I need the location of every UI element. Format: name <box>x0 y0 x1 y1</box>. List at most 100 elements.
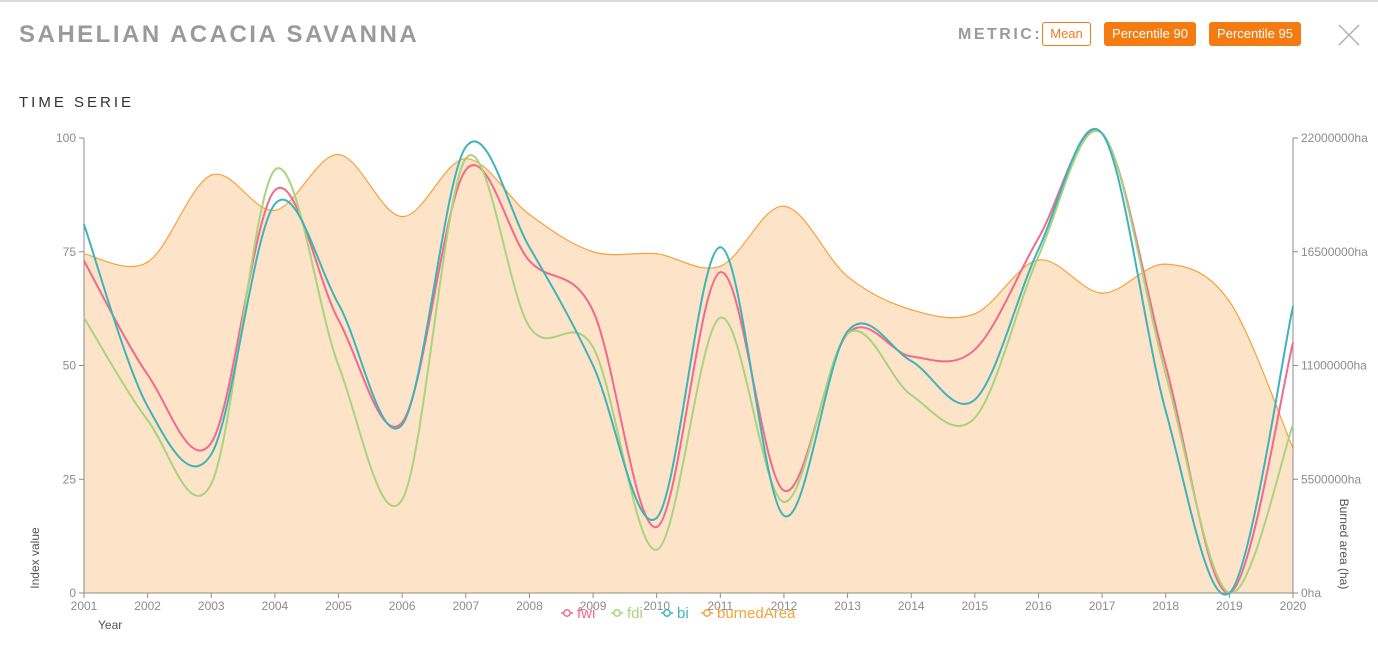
data-point-burnedArea <box>1292 447 1294 450</box>
data-point-bi <box>1228 592 1231 594</box>
data-point-fdi <box>83 316 85 319</box>
left-tick-label: 100 <box>56 131 76 145</box>
data-point-bi <box>783 514 785 517</box>
data-point-fwi <box>1164 364 1167 367</box>
top-border <box>0 0 1378 2</box>
x-tick-label: 2013 <box>834 599 861 613</box>
data-point-bi <box>83 223 85 226</box>
data-point-fdi <box>274 169 276 171</box>
metric-mean-button[interactable]: Mean <box>1042 22 1091 46</box>
data-point-burnedArea <box>655 253 658 255</box>
x-axis-title: Year <box>98 618 122 632</box>
data-point-bi <box>1101 132 1103 135</box>
data-point-bi <box>401 423 403 426</box>
legend-label-burnedArea: burnedArea <box>717 605 796 622</box>
left-tick-label: 50 <box>63 359 77 373</box>
data-point-fdi <box>592 346 594 349</box>
data-point-fwi <box>974 348 976 351</box>
legend-label-fwi: fwi <box>577 605 595 622</box>
data-point-burnedArea <box>592 250 594 253</box>
metric-label: METRIC: <box>958 26 1043 43</box>
data-point-burnedArea <box>719 265 722 268</box>
x-tick-label: 2017 <box>1089 599 1116 613</box>
left-tick-label: 0 <box>69 586 76 600</box>
x-tick-label: 2012 <box>771 599 798 613</box>
left-axis-title: Index value <box>28 527 42 589</box>
data-point-bi <box>274 203 276 205</box>
data-point-fdi <box>719 316 722 319</box>
data-point-bi <box>910 360 913 362</box>
left-tick-label: 75 <box>63 245 77 259</box>
metric-percentile-95-button[interactable]: Percentile 95 <box>1209 22 1301 46</box>
data-point-fwi <box>464 169 467 171</box>
x-tick-label: 2007 <box>452 599 479 613</box>
legend-label-bi: bi <box>677 605 689 622</box>
data-point-burnedArea <box>274 209 276 212</box>
left-tick-label: 25 <box>63 472 77 486</box>
legend-marker-fdi <box>613 609 621 617</box>
data-point-burnedArea <box>974 312 976 315</box>
legend-label-fdi: fdi <box>627 605 643 622</box>
x-tick-label: 2003 <box>198 599 225 613</box>
right-tick-label: 5500000ha <box>1301 472 1361 486</box>
data-point-burnedArea <box>910 308 913 311</box>
x-tick-label: 2010 <box>643 599 670 613</box>
data-point-fwi <box>783 489 785 492</box>
data-point-bi <box>592 364 594 367</box>
x-tick-label: 2015 <box>961 599 988 613</box>
data-point-fdi <box>1292 423 1294 426</box>
data-point-fdi <box>146 419 149 421</box>
right-tick-label: 22000000ha <box>1301 131 1368 145</box>
data-point-bi <box>1292 305 1294 308</box>
x-tick-label: 2001 <box>71 599 98 613</box>
data-point-fdi <box>1037 255 1040 258</box>
x-tick-label: 2011 <box>707 599 733 613</box>
data-point-fwi <box>401 421 403 424</box>
right-tick-label: 11000000ha <box>1301 359 1367 373</box>
x-tick-label: 2008 <box>516 599 543 613</box>
data-point-bi <box>146 405 149 408</box>
data-point-fwi <box>146 373 149 376</box>
section-title: TIME SERIE <box>19 94 135 111</box>
data-point-fdi <box>1164 373 1167 376</box>
data-point-fwi <box>655 526 658 528</box>
series-line-bi <box>83 128 1294 596</box>
data-point-burnedArea <box>146 261 149 263</box>
data-point-burnedArea <box>464 157 467 160</box>
data-point-fdi <box>846 332 849 335</box>
page-title: SAHELIAN ACACIA SAVANNA <box>19 21 420 48</box>
x-tick-label: 2018 <box>1152 599 1179 613</box>
data-point-bi <box>974 398 976 401</box>
data-point-bi <box>464 146 467 148</box>
data-point-burnedArea <box>1228 300 1231 303</box>
metric-percentile-90-button[interactable]: Percentile 90 <box>1104 22 1196 46</box>
data-point-fwi <box>910 355 913 358</box>
data-point-bi <box>337 303 340 305</box>
x-tick-label: 2004 <box>262 599 289 613</box>
data-point-burnedArea <box>210 174 213 177</box>
legend-marker-bi <box>663 609 671 617</box>
x-tick-label: 2005 <box>325 599 352 613</box>
data-point-fwi <box>1037 237 1040 239</box>
x-tick-label: 2002 <box>134 599 161 613</box>
data-point-fwi <box>337 319 340 321</box>
data-point-bi <box>846 330 849 333</box>
data-point-fwi <box>719 271 722 274</box>
data-point-burnedArea <box>83 253 85 255</box>
time-series-chart: 0 25 50 75 100 0ha 5500000ha 11000000ha 16500000… <box>28 128 1368 632</box>
data-point-fwi <box>592 310 594 312</box>
x-tick-label: 2009 <box>580 599 607 613</box>
legend-marker-fwi <box>563 609 571 617</box>
data-point-fwi <box>528 260 531 262</box>
data-point-fwi <box>83 260 85 262</box>
data-point-bi <box>528 246 531 248</box>
data-point-burnedArea <box>528 213 531 216</box>
right-tick-label: 0ha <box>1301 586 1321 600</box>
data-point-burnedArea <box>846 275 849 278</box>
x-tick-label: 2019 <box>1216 599 1243 613</box>
data-point-fdi <box>974 417 976 419</box>
data-point-fdi <box>910 394 913 396</box>
right-tick-label: 16500000ha <box>1301 245 1368 259</box>
close-button[interactable] <box>1337 23 1361 47</box>
data-point-fwi <box>210 442 213 444</box>
